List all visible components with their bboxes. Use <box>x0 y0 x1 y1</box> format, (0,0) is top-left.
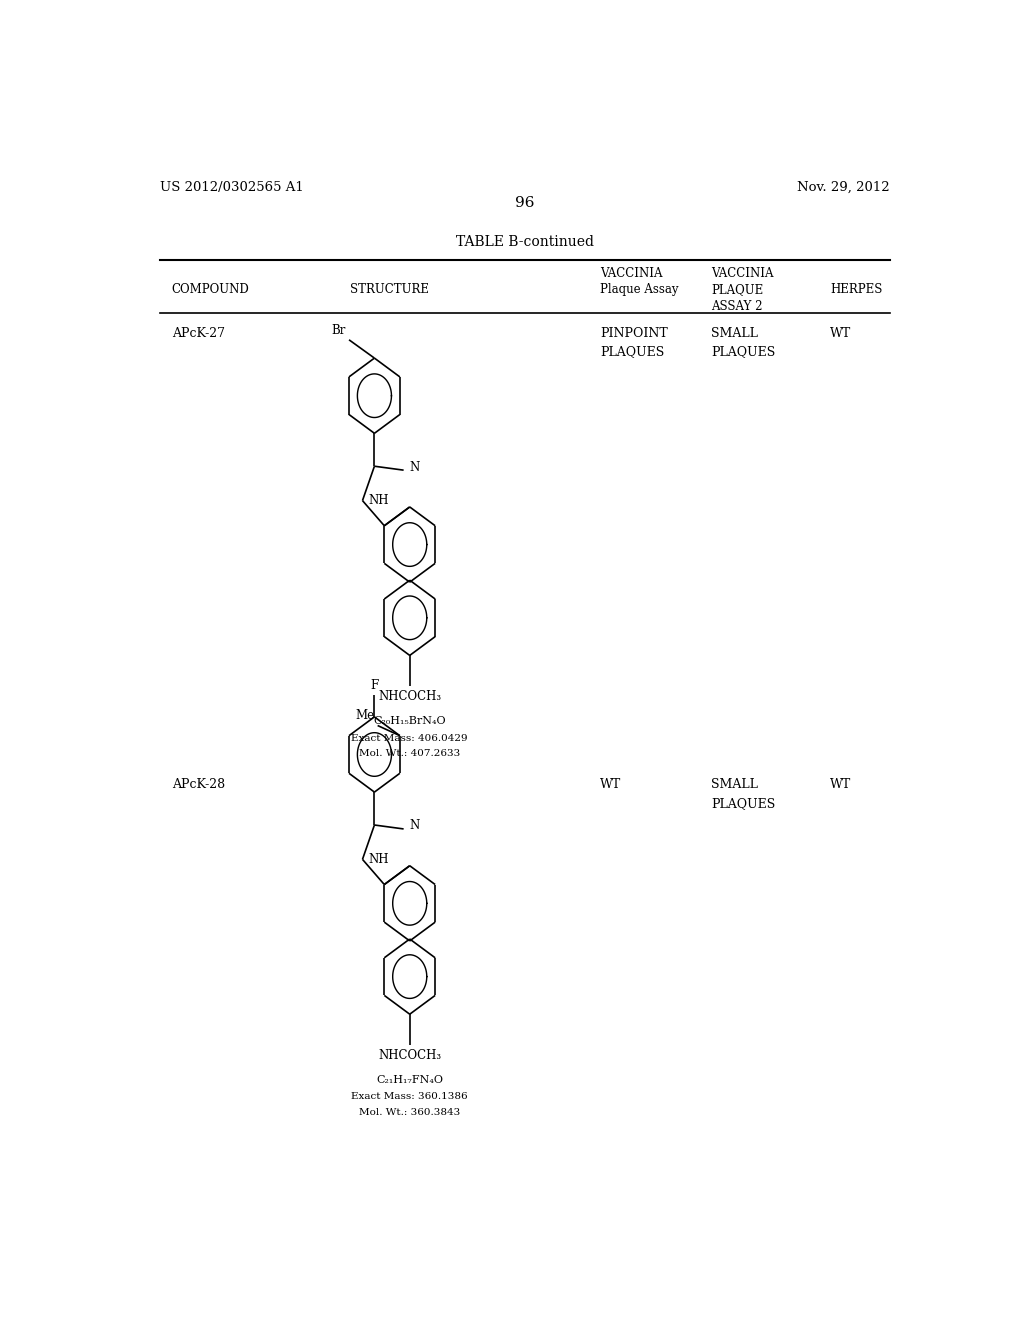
Text: PLAQUES: PLAQUES <box>712 797 775 809</box>
Text: PLAQUES: PLAQUES <box>600 346 665 359</box>
Text: Plaque Assay: Plaque Assay <box>600 284 679 297</box>
Text: VACCINIA: VACCINIA <box>712 267 774 280</box>
Text: PLAQUE: PLAQUE <box>712 284 764 297</box>
Text: US 2012/0302565 A1: US 2012/0302565 A1 <box>160 181 303 194</box>
Text: ASSAY 2: ASSAY 2 <box>712 300 763 313</box>
Text: NHCOCH₃: NHCOCH₃ <box>378 690 441 704</box>
Text: WT: WT <box>600 779 622 792</box>
Text: VACCINIA: VACCINIA <box>600 267 663 280</box>
Text: Mol. Wt.: 407.2633: Mol. Wt.: 407.2633 <box>359 748 461 758</box>
Text: Me: Me <box>355 709 375 722</box>
Text: N: N <box>410 461 420 474</box>
Text: N: N <box>410 820 420 833</box>
Text: HERPES: HERPES <box>830 284 883 297</box>
Text: PLAQUES: PLAQUES <box>712 346 775 359</box>
Text: NH: NH <box>368 494 388 507</box>
Text: Br: Br <box>332 323 346 337</box>
Text: STRUCTURE: STRUCTURE <box>350 284 429 297</box>
Text: SMALL: SMALL <box>712 327 758 341</box>
Text: 96: 96 <box>515 195 535 210</box>
Text: WT: WT <box>830 779 852 792</box>
Text: APcK-27: APcK-27 <box>172 327 224 341</box>
Text: Exact Mass: 360.1386: Exact Mass: 360.1386 <box>351 1093 468 1101</box>
Text: NHCOCH₃: NHCOCH₃ <box>378 1049 441 1061</box>
Text: F: F <box>371 680 379 693</box>
Text: PINPOINT: PINPOINT <box>600 327 668 341</box>
Text: WT: WT <box>830 327 852 341</box>
Text: C₂₀H₁₅BrN₄O: C₂₀H₁₅BrN₄O <box>374 717 446 726</box>
Text: Exact Mass: 406.0429: Exact Mass: 406.0429 <box>351 734 468 743</box>
Text: NH: NH <box>368 853 388 866</box>
Text: Mol. Wt.: 360.3843: Mol. Wt.: 360.3843 <box>359 1107 461 1117</box>
Text: SMALL: SMALL <box>712 779 758 792</box>
Text: TABLE B-continued: TABLE B-continued <box>456 235 594 248</box>
Text: APcK-28: APcK-28 <box>172 779 225 792</box>
Text: C₂₁H₁₇FN₄O: C₂₁H₁₇FN₄O <box>376 1076 443 1085</box>
Text: COMPOUND: COMPOUND <box>172 284 250 297</box>
Text: Nov. 29, 2012: Nov. 29, 2012 <box>798 181 890 194</box>
